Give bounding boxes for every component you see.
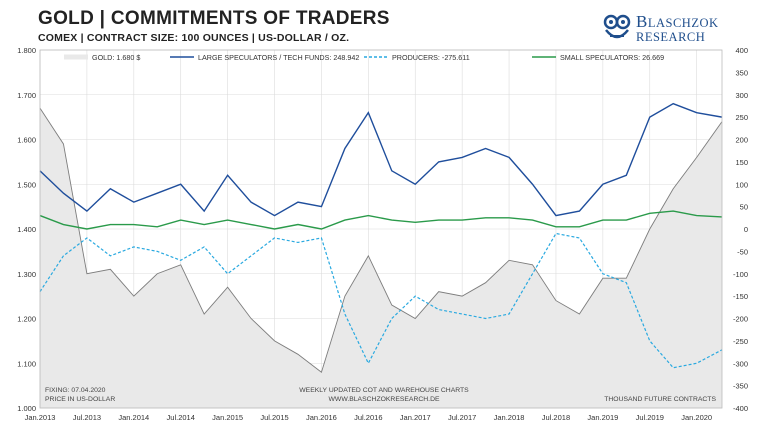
left-tick-label: 1.000 — [17, 404, 36, 413]
legend-label-gold: GOLD: 1.680 $ — [92, 53, 140, 62]
x-tick-label: Jul.2015 — [260, 413, 288, 422]
x-tick-label: Jan.2018 — [494, 413, 525, 422]
x-tick-label: Jan.2015 — [212, 413, 243, 422]
producers-line — [39, 232, 723, 369]
right-tick-label: -100 — [733, 270, 748, 279]
right-tick-label: 0 — [744, 225, 748, 234]
x-tick-label: Jul.2016 — [354, 413, 382, 422]
small-speculators-line — [39, 210, 723, 230]
x-tick-label: Jul.2018 — [542, 413, 570, 422]
right-tick-label: -400 — [733, 404, 748, 413]
x-tick-label: Jan.2019 — [587, 413, 618, 422]
right-tick-label: 100 — [735, 180, 748, 189]
large-speculators-line — [39, 102, 723, 217]
series-lines-layer — [39, 102, 723, 369]
legend: GOLD: 1.680 $ LARGE SPECULATORS / TECH FU… — [64, 53, 664, 62]
x-tick-label: Jan.2017 — [400, 413, 431, 422]
right-tick-label: 50 — [740, 203, 748, 212]
gold-price-area — [40, 108, 722, 409]
x-tick-label: Jan.2020 — [681, 413, 712, 422]
footer-contracts-unit: THOUSAND FUTURE CONTRACTS — [604, 396, 716, 403]
left-tick-label: 1.400 — [17, 225, 36, 234]
left-tick-label: 1.800 — [17, 46, 36, 55]
x-tick-label: Jul.2014 — [167, 413, 195, 422]
legend-label-large-speculators: LARGE SPECULATORS / TECH FUNDS: 248.942 — [198, 53, 359, 62]
right-tick-label: -300 — [733, 359, 748, 368]
logo-initial: B — [636, 12, 648, 31]
footer: FIXING: 07.04.2020 PRICE IN US-DOLLAR WE… — [45, 387, 716, 403]
right-tick-label: 150 — [735, 158, 748, 167]
legend-label-producers: PRODUCERS: -275.611 — [392, 53, 470, 62]
footer-price-unit: PRICE IN US-DOLLAR — [45, 396, 115, 403]
x-tick-label: Jan.2014 — [118, 413, 149, 422]
x-tick-label: Jan.2013 — [25, 413, 56, 422]
x-tick-label: Jul.2019 — [636, 413, 664, 422]
brand-logo: BLASCHZOK RESEARCH — [602, 10, 752, 46]
right-tick-label: 300 — [735, 91, 748, 100]
footer-weekly: WEEKLY UPDATED COT AND WAREHOUSE CHARTS — [299, 387, 469, 394]
right-tick-label: 350 — [735, 68, 748, 77]
legend-label-small-speculators: SMALL SPECULATORS: 26.669 — [560, 53, 664, 62]
right-tick-label: -200 — [733, 315, 748, 324]
chart-subtitle: COMEX | CONTRACT SIZE: 100 OUNCES | US-D… — [38, 32, 350, 44]
left-tick-label: 1.300 — [17, 270, 36, 279]
chart-title: GOLD | COMMITMENTS OF TRADERS — [38, 8, 390, 29]
left-tick-label: 1.200 — [17, 315, 36, 324]
gold-area-layer — [39, 107, 723, 409]
logo-line-1: BLASCHZOK — [636, 12, 719, 32]
gold-price-line — [39, 107, 723, 373]
left-tick-label: 1.700 — [17, 91, 36, 100]
logo-line1-text: LASCHZOK — [647, 16, 719, 30]
right-tick-label: -350 — [733, 382, 748, 391]
owl-icon — [603, 14, 631, 39]
footer-fixing: FIXING: 07.04.2020 — [45, 387, 106, 394]
right-tick-label: 200 — [735, 136, 748, 145]
right-tick-label: -50 — [737, 247, 748, 256]
footer-website: WWW.BLASCHZOKRESEARCH.DE — [328, 396, 439, 403]
left-tick-label: 1.100 — [17, 359, 36, 368]
right-tick-label: 250 — [735, 113, 748, 122]
right-tick-label: 400 — [735, 46, 748, 55]
right-tick-label: -150 — [733, 292, 748, 301]
x-tick-label: Jan.2016 — [306, 413, 337, 422]
plot-frame — [39, 49, 723, 409]
x-tick-label: Jul.2017 — [448, 413, 476, 422]
logo-line-2: RESEARCH — [636, 30, 706, 44]
left-tick-label: 1.500 — [17, 180, 36, 189]
axes-layer: 1.000 1.100 1.200 1.300 1.400 1.500 1.600 1.700… — [17, 46, 748, 422]
x-tick-label: Jul.2013 — [73, 413, 101, 422]
right-tick-label: -250 — [733, 337, 748, 346]
left-tick-label: 1.600 — [17, 136, 36, 145]
